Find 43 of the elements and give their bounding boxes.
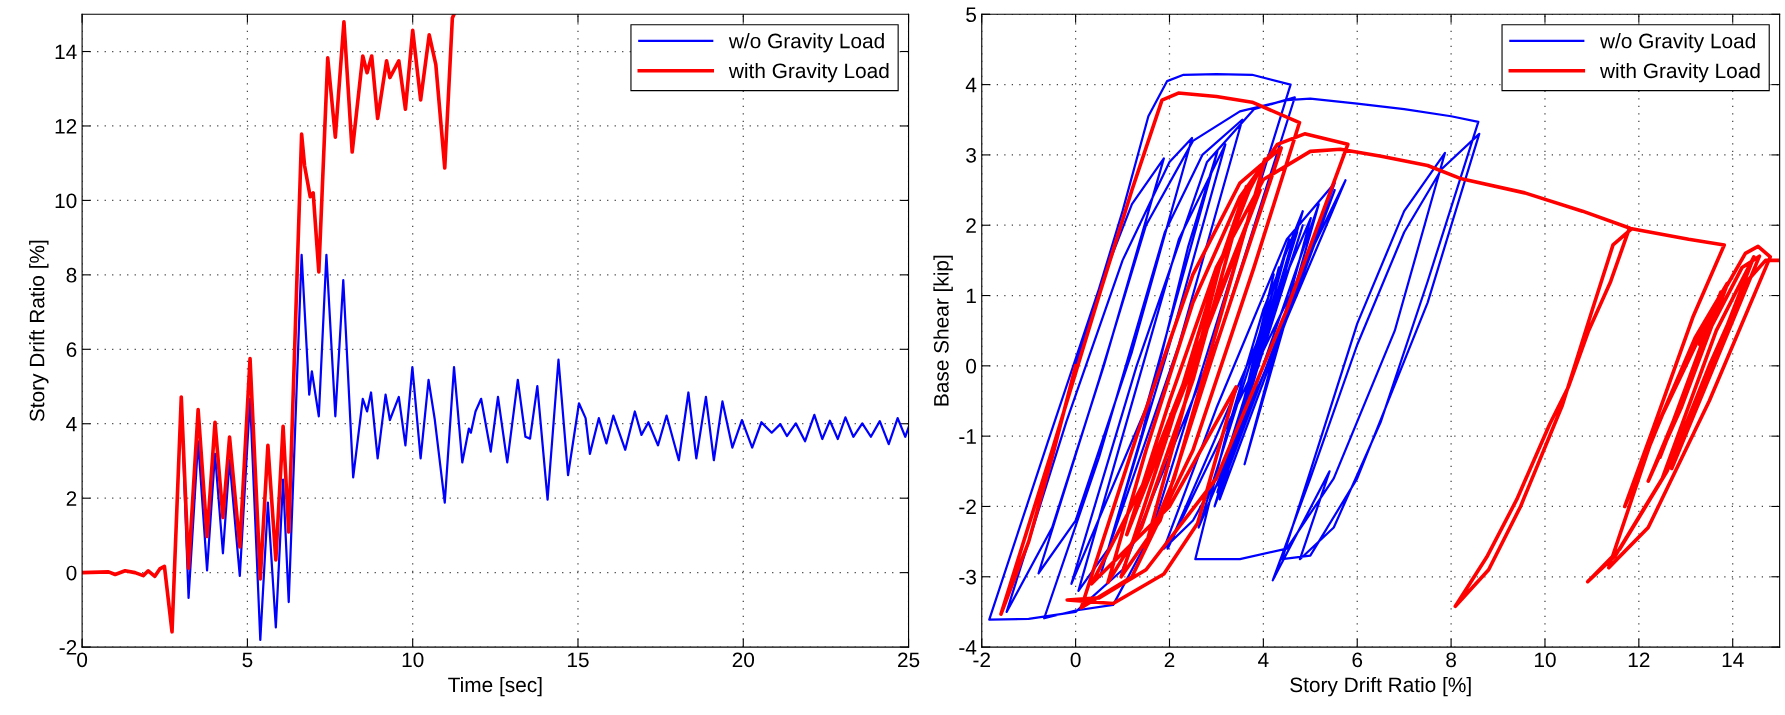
y-tick-label: 4 [66,416,77,432]
y-tick-label: 0 [66,565,77,581]
y-tick-label: 12 [55,118,77,134]
legend-label: w/o Gravity Load [1599,33,1755,53]
x-tick-label: 14 [1722,652,1744,668]
legend-label: with Gravity Load [1599,62,1760,83]
y-tick-label: 2 [66,491,77,506]
y-axis-title: Base Shear [kip] [933,255,953,406]
y-tick-label: -2 [59,640,77,655]
x-tick-label: 12 [1628,652,1650,668]
x-tick-label: 10 [402,652,424,668]
y-tick-label: 1 [966,288,976,304]
x-tick-label: 6 [1352,652,1363,668]
x-tick-label: 10 [1534,652,1556,668]
y-tick-label: 2 [966,218,976,233]
y-tick-label: 5 [966,7,977,23]
y-tick-label: 8 [66,267,77,283]
y-tick-label: -1 [959,429,976,444]
line-series [999,91,1780,616]
line-series [988,72,1481,621]
y-tick-label: 3 [966,147,976,163]
x-tick-label: 20 [732,652,755,668]
y-tick-label: 10 [55,193,77,209]
y-tick-label: 14 [55,44,77,60]
x-tick-label: 15 [567,652,589,668]
x-tick-label: 2 [1164,652,1175,668]
legend-label: with Gravity Load [728,62,889,83]
legend-label: w/o Gravity Load [728,33,884,53]
x-axis-title: Story Drift Ratio [%] [1290,676,1471,697]
x-tick-label: 8 [1446,652,1456,668]
x-tick-label: 5 [242,652,253,668]
y-tick-label: -2 [959,499,976,515]
y-tick-label: -3 [959,569,976,585]
x-tick-label: 0 [77,652,88,668]
x-axis-title: Time [sec] [448,676,542,697]
y-tick-label: 6 [66,342,77,358]
y-tick-label: 4 [965,77,977,93]
line-series [82,14,456,634]
x-tick-label: 25 [898,652,920,668]
y-tick-label: 0 [966,358,977,374]
x-tick-label: 0 [1070,652,1081,668]
y-axis-title: Story Drift Ratio [%] [29,240,49,422]
x-tick-label: 4 [1258,652,1269,668]
